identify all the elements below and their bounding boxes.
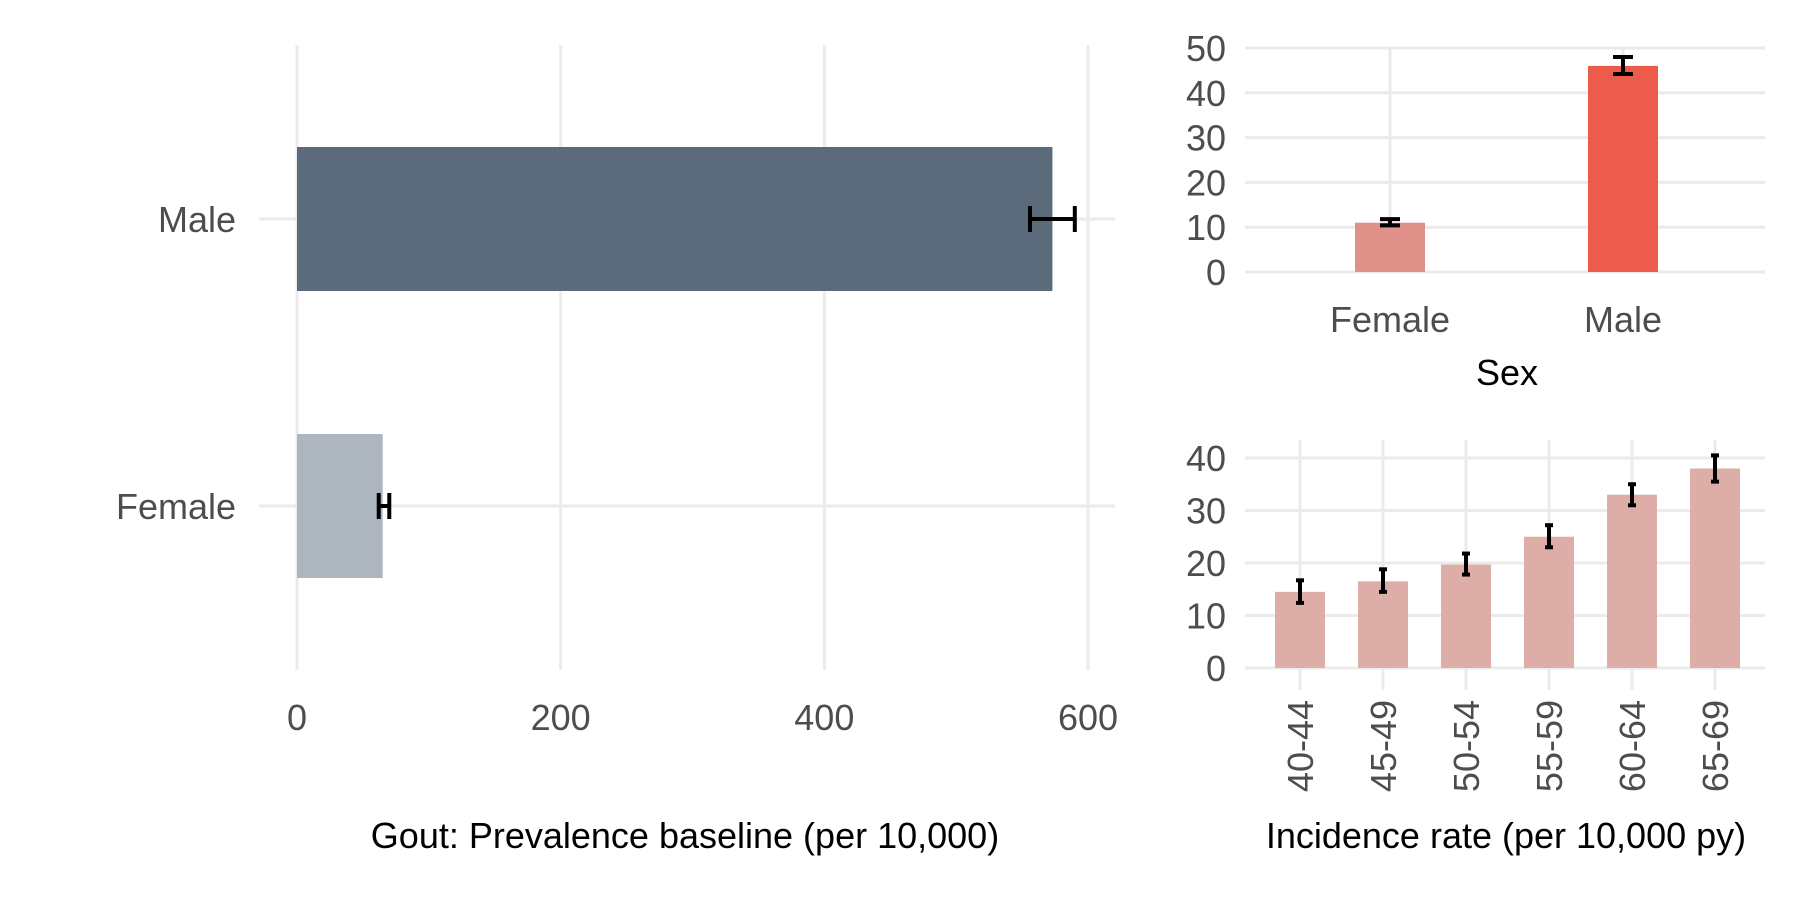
y-tick-label: 10: [1186, 207, 1226, 248]
x-tick-label: 40-44: [1280, 700, 1321, 792]
y-tick-label: 50: [1186, 28, 1226, 69]
bar-male: [1588, 65, 1658, 272]
y-tick-label: 40: [1186, 438, 1226, 479]
x-tick-label: 0: [287, 697, 307, 738]
y-tick-label: 40: [1186, 73, 1226, 114]
bar-age-55-59: [1524, 536, 1574, 668]
y-tick-label: Female: [116, 486, 236, 527]
y-tick-label: 30: [1186, 118, 1226, 159]
x-tick-label: 65-69: [1695, 700, 1736, 792]
x-tick-label: Female: [1330, 299, 1450, 340]
x-tick-label: 600: [1058, 697, 1118, 738]
x-tick-label: 60-64: [1612, 700, 1653, 792]
bar-age-50-54: [1441, 564, 1491, 668]
x-tick-label: 50-54: [1446, 700, 1487, 792]
y-tick-label: 20: [1186, 162, 1226, 203]
x-tick-label: Male: [1584, 299, 1662, 340]
x-axis-title: Incidence rate (per 10,000 py): [1266, 815, 1746, 856]
bar-male: [297, 147, 1053, 291]
bar-female: [297, 434, 383, 578]
y-tick-label: 30: [1186, 491, 1226, 532]
x-axis-title: Sex: [1476, 352, 1538, 393]
y-tick-label: 0: [1206, 648, 1226, 689]
bar-age-60-64: [1607, 494, 1657, 668]
x-axis-title: Gout: Prevalence baseline (per 10,000): [371, 815, 999, 856]
x-tick-label: 45-49: [1363, 700, 1404, 792]
bar-age-45-49: [1358, 581, 1408, 668]
x-tick-label: 400: [794, 697, 854, 738]
y-tick-label: Male: [158, 199, 236, 240]
y-tick-label: 0: [1206, 252, 1226, 293]
incidence-by-age-chart: 0 10 20 30 40 40-44 45-49 50-54 55-59 60-64 65-69 I…: [1186, 438, 1765, 856]
bar-age-65-69: [1690, 468, 1740, 668]
bar-female: [1355, 222, 1425, 272]
x-tick-label: 55-59: [1529, 700, 1570, 792]
y-tick-label: 10: [1186, 596, 1226, 637]
prevalence-chart: 0 200 400 600 Male Female Gout: Prevalence bas…: [116, 45, 1118, 856]
y-tick-label: 20: [1186, 543, 1226, 584]
x-tick-label: 200: [531, 697, 591, 738]
